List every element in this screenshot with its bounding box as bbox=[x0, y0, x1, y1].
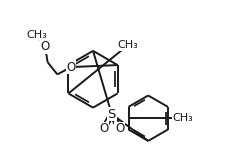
Text: O: O bbox=[115, 122, 124, 135]
Text: CH₃: CH₃ bbox=[173, 113, 193, 123]
Text: CH₃: CH₃ bbox=[117, 40, 138, 50]
Text: O: O bbox=[40, 40, 50, 53]
Text: CH₃: CH₃ bbox=[27, 30, 47, 40]
Text: O: O bbox=[67, 61, 76, 74]
Text: S: S bbox=[108, 108, 116, 121]
Text: O: O bbox=[99, 122, 108, 135]
